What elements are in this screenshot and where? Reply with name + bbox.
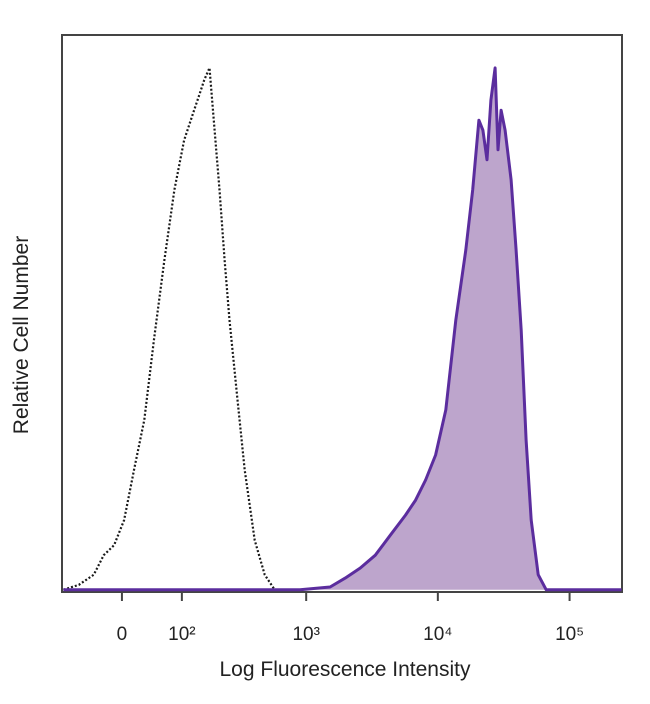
histogram-area: [63, 67, 622, 590]
plot-frame: [61, 34, 623, 593]
x-tick-label: 10⁵: [555, 624, 584, 645]
y-axis-label: Relative Cell Number: [10, 236, 33, 434]
x-tick-label: 0: [117, 624, 128, 645]
x-tick-label: 10³: [292, 624, 319, 645]
x-axis-label: Log Fluorescence Intensity: [220, 658, 471, 681]
histogram-line: [63, 66, 622, 592]
x-tick-label: 10⁴: [423, 624, 452, 645]
x-tick-label: 10²: [168, 624, 195, 645]
histogram-line: [63, 66, 276, 591]
